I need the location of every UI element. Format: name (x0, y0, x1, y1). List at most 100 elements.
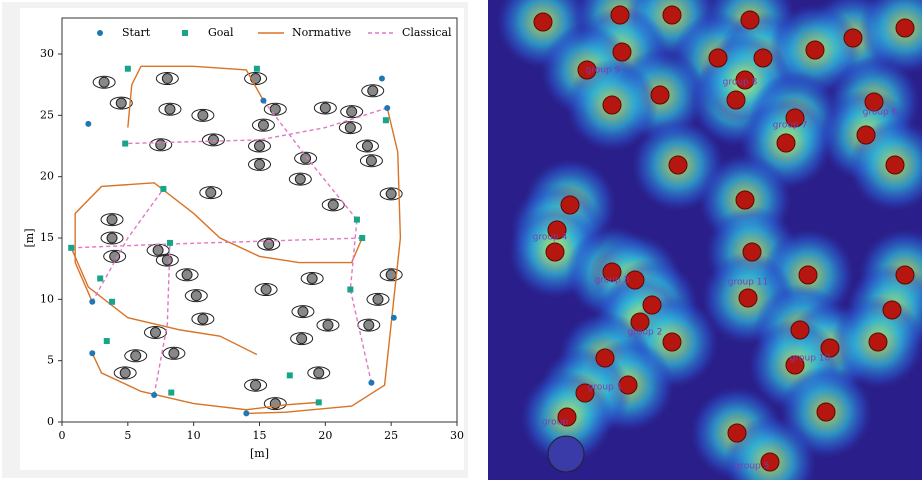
agent (116, 98, 126, 108)
goal-point (359, 235, 365, 241)
start-point (85, 121, 91, 127)
group-label: group 11 (728, 278, 768, 288)
person (613, 43, 631, 61)
group-label: group 1 (588, 383, 623, 393)
goal-point (168, 390, 174, 396)
person (739, 289, 757, 307)
person (534, 13, 552, 31)
plot-bg (20, 8, 464, 470)
person (596, 349, 614, 367)
agent (251, 380, 261, 390)
group-label: group 4 (533, 233, 568, 243)
agent (368, 86, 378, 96)
y-tick-label: 25 (40, 108, 54, 121)
group-label: group 6 (863, 108, 898, 118)
person (561, 196, 579, 214)
person (736, 191, 754, 209)
legend-label: Classical (402, 26, 452, 39)
y-tick-label: 5 (47, 354, 54, 367)
group-label: group 9 (586, 66, 621, 76)
robot (548, 436, 584, 472)
goal-point (316, 399, 322, 405)
person (728, 424, 746, 442)
agent (131, 351, 141, 361)
agent (182, 270, 192, 280)
goal-point (104, 338, 110, 344)
person (643, 296, 661, 314)
agent (347, 107, 357, 117)
legend-goal-marker (182, 30, 188, 36)
agent (298, 307, 308, 317)
y-tick-label: 30 (40, 47, 54, 60)
goal-point (125, 66, 131, 72)
goal-point (347, 287, 353, 293)
person (857, 126, 875, 144)
agent (150, 327, 160, 337)
person (754, 49, 772, 67)
person (886, 156, 904, 174)
agent (386, 189, 396, 199)
person (663, 333, 681, 351)
start-point (243, 410, 249, 416)
person (651, 86, 669, 104)
agent (165, 104, 175, 114)
person (603, 96, 621, 114)
agent (323, 320, 333, 330)
agent (156, 140, 166, 150)
agent (99, 77, 109, 87)
agent (328, 200, 338, 210)
goal-point (160, 186, 166, 192)
agent (301, 153, 311, 163)
y-tick-label: 15 (40, 231, 54, 244)
person (669, 156, 687, 174)
goal-point (287, 372, 293, 378)
goal-point (68, 245, 74, 251)
agent (345, 123, 355, 133)
agent (366, 156, 376, 166)
agent (208, 135, 218, 145)
agent (258, 120, 268, 130)
x-tick-label: 30 (450, 429, 464, 442)
x-tick-label: 5 (124, 429, 131, 442)
goal-point (254, 66, 260, 72)
x-tick-label: 15 (253, 429, 267, 442)
person (546, 243, 564, 261)
person (777, 134, 795, 152)
agent (198, 314, 208, 324)
start-point (391, 315, 397, 321)
group-label: group 5 (735, 462, 770, 472)
group-label: group 10 (790, 354, 831, 364)
agent (362, 141, 372, 151)
legend-start-marker (97, 30, 103, 36)
agent (261, 285, 271, 295)
person (896, 19, 914, 37)
person (743, 243, 761, 261)
agent (386, 270, 396, 280)
x-tick-label: 10 (187, 429, 201, 442)
start-point (379, 76, 385, 82)
agent (162, 255, 172, 265)
goal-point (97, 275, 103, 281)
person (869, 333, 887, 351)
agent (198, 110, 208, 120)
group-label: group 2 (628, 328, 663, 338)
x-axis-label: [m] (250, 447, 269, 460)
person (806, 41, 824, 59)
y-tick-label: 20 (40, 170, 54, 183)
legend-label: Normative (292, 26, 351, 39)
start-point (89, 350, 95, 356)
person (844, 29, 862, 47)
legend-label: Goal (208, 26, 234, 39)
agent (320, 103, 330, 113)
start-point (368, 380, 374, 386)
person (791, 321, 809, 339)
agent (255, 141, 265, 151)
person (663, 6, 681, 24)
person (817, 403, 835, 421)
person (709, 49, 727, 67)
x-tick-label: 25 (384, 429, 398, 442)
x-tick-label: 20 (318, 429, 332, 442)
group-label: group (542, 418, 568, 428)
agent (373, 294, 383, 304)
goal-point (109, 299, 115, 305)
